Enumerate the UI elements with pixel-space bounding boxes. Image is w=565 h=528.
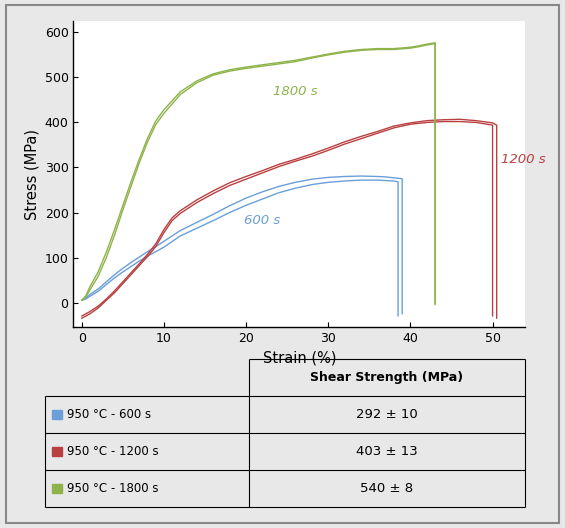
- Bar: [52, 447, 62, 456]
- Text: 540 ± 8: 540 ± 8: [360, 482, 414, 495]
- Y-axis label: Stress (MPa): Stress (MPa): [24, 129, 39, 220]
- X-axis label: Strain (%): Strain (%): [263, 351, 336, 366]
- Text: 600 s: 600 s: [244, 214, 281, 227]
- Bar: [52, 484, 62, 493]
- Text: Shear Strength (MPa): Shear Strength (MPa): [310, 371, 464, 384]
- Text: 1800 s: 1800 s: [273, 86, 318, 98]
- Text: 403 ± 13: 403 ± 13: [356, 445, 418, 458]
- Bar: [52, 410, 62, 419]
- Text: 950 °C - 600 s: 950 °C - 600 s: [67, 408, 151, 421]
- Text: 1200 s: 1200 s: [501, 153, 545, 166]
- Text: 950 °C - 1800 s: 950 °C - 1800 s: [67, 482, 158, 495]
- Text: 950 °C - 1200 s: 950 °C - 1200 s: [67, 445, 158, 458]
- Text: 292 ± 10: 292 ± 10: [356, 408, 418, 421]
